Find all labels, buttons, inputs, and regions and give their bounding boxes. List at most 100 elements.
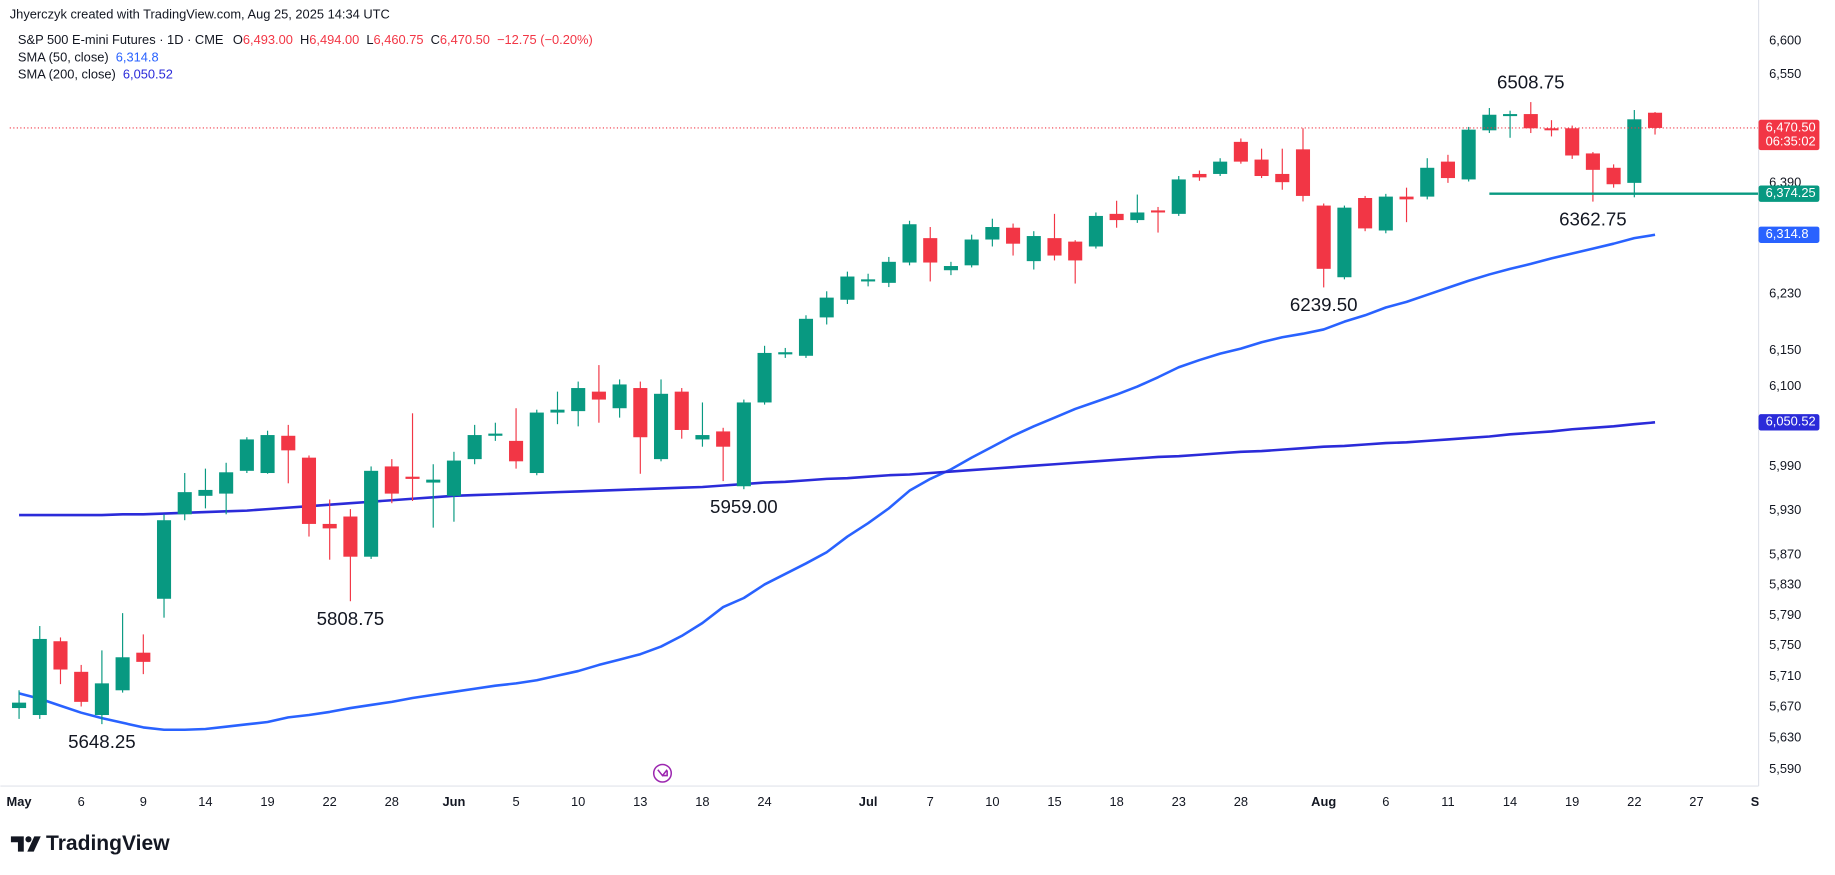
candle-body — [1316, 205, 1331, 269]
candle-body — [1482, 114, 1497, 131]
candle-body — [1503, 114, 1518, 117]
candle-body — [1295, 149, 1311, 196]
y-tick-label: 5,790 — [1769, 607, 1801, 622]
candle-body — [1461, 129, 1476, 180]
candle-body — [861, 279, 876, 282]
price-tag-label: 6,374.25 — [1766, 185, 1816, 200]
candle-body — [1440, 161, 1455, 179]
candle-body — [1109, 213, 1124, 221]
candle-body — [736, 402, 751, 487]
price-annotation: 5648.25 — [68, 731, 136, 752]
y-tick-label: 6,150 — [1769, 342, 1801, 357]
candle-body — [985, 227, 1000, 240]
candle-body — [198, 489, 213, 496]
x-tick-label: 28 — [385, 794, 399, 809]
x-tick-label: 22 — [1627, 794, 1641, 809]
sma-tag — [1758, 414, 1820, 431]
x-tick-label: 18 — [695, 794, 709, 809]
candle-body — [923, 238, 938, 263]
ohlc-value: 6,460.75 — [374, 32, 424, 47]
x-tick-label: 5 — [512, 794, 519, 809]
x-tick-label: 19 — [1565, 794, 1579, 809]
x-tick-label: 10 — [985, 794, 999, 809]
x-tick-label: 9 — [140, 794, 147, 809]
candle-body — [716, 431, 731, 447]
sma-tag-label: 6,314.8 — [1766, 226, 1809, 241]
legend-value: 6,050.52 — [123, 67, 173, 82]
candle-body — [1523, 114, 1538, 129]
legend-name: SMA (200, close) — [18, 67, 116, 82]
x-tick-label: 19 — [260, 794, 274, 809]
legend-sma: SMA (50, close) 6,314.8 — [18, 50, 159, 65]
candle-body — [840, 276, 855, 300]
x-tick-label: 7 — [927, 794, 934, 809]
candle-body — [1565, 128, 1580, 156]
y-tick-label: 5,630 — [1769, 730, 1801, 745]
y-tick-label: 6,230 — [1769, 285, 1801, 300]
price-tag-label: 6,470.50 — [1766, 119, 1816, 134]
y-tick-label: 5,710 — [1769, 668, 1801, 683]
price-countdown: 06:35:02 — [1766, 133, 1816, 148]
candle-body — [12, 702, 27, 709]
x-tick-label: 11 — [1441, 794, 1454, 809]
candle-body — [612, 384, 627, 409]
candle-body — [177, 492, 192, 515]
candle-body — [405, 476, 420, 479]
y-tick-label: 5,590 — [1769, 761, 1801, 776]
event-marker[interactable] — [652, 763, 673, 783]
candle-body — [156, 520, 172, 599]
x-tick-label: Jul — [859, 794, 878, 809]
candle-body — [550, 409, 565, 413]
x-tick-label: 22 — [323, 794, 337, 809]
candle-body — [32, 638, 47, 716]
price-tag — [1758, 119, 1820, 151]
candle-body — [1233, 141, 1248, 162]
x-tick-label: 28 — [1234, 794, 1248, 809]
price-annotation: 5959.00 — [710, 496, 778, 517]
candle-body — [1047, 238, 1062, 256]
candle-body — [674, 391, 689, 430]
candle-body — [1088, 215, 1103, 247]
candle-body — [322, 523, 337, 529]
x-tick-label: Jun — [443, 794, 466, 809]
x-tick-label: 24 — [757, 794, 771, 809]
x-tick-label: 6 — [1382, 794, 1389, 809]
brand-name: TradingView — [46, 832, 170, 855]
y-tick-label: 5,670 — [1769, 699, 1801, 714]
y-tick-label: 6,600 — [1769, 32, 1801, 47]
candle-body — [136, 652, 151, 662]
x-tick-label: Aug — [1311, 794, 1336, 809]
candle-body — [384, 466, 399, 494]
x-tick-label: 13 — [633, 794, 647, 809]
y-tick-label: 6,550 — [1769, 66, 1801, 81]
x-tick-label: May — [7, 794, 33, 809]
sma-tag-label: 6,050.52 — [1766, 414, 1816, 429]
legend-sma: SMA (200, close) 6,050.52 — [18, 67, 173, 82]
legend-value: 6,314.8 — [116, 50, 159, 65]
sma-tag — [1758, 226, 1820, 243]
candle-body — [778, 352, 793, 355]
price-tag — [1758, 185, 1820, 202]
candle-body — [74, 671, 89, 702]
y-tick-label: 5,930 — [1769, 502, 1801, 517]
candle-body — [1627, 119, 1642, 183]
candle-body — [301, 457, 317, 524]
price-annotation: 5808.75 — [317, 608, 385, 629]
sma-line — [19, 421, 1656, 517]
candle-body — [1647, 112, 1663, 128]
candle-body — [1337, 207, 1352, 278]
candle-body — [281, 435, 296, 451]
candle-body — [115, 657, 130, 691]
candle-body — [1006, 227, 1021, 244]
candle-body — [695, 435, 710, 440]
candle-body — [260, 435, 275, 474]
ohlc-change: −12.75 (−0.20%) — [497, 32, 593, 47]
credit: Jhyerczyk created with TradingView.com, … — [10, 7, 390, 22]
candle-body — [1585, 153, 1600, 170]
candle-body — [1606, 167, 1621, 185]
candle-body — [1026, 236, 1041, 262]
candle-body — [426, 479, 441, 483]
